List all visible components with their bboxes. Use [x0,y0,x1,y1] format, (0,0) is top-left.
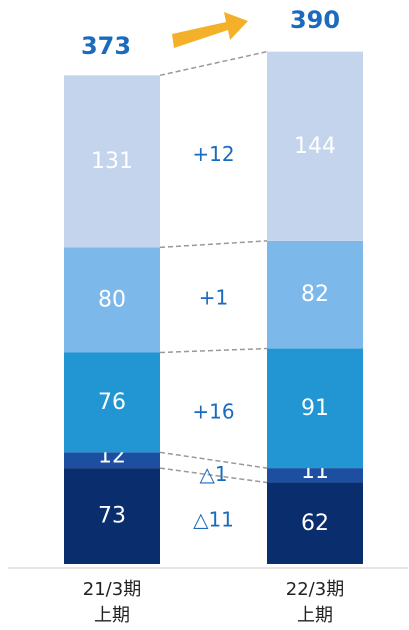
delta-label: +16 [192,399,234,423]
category-label: 21/3期 [83,579,141,600]
delta-label: △11 [193,508,234,532]
segment-value-label: 62 [301,511,329,536]
bar-segment-0-0 [64,468,160,564]
total-label: 373 [81,32,131,60]
bar-segment-1-2 [267,348,363,469]
segment-value-label: 131 [91,149,133,174]
bar-segment-1-4 [267,51,363,241]
delta-label: △1 [199,462,227,486]
bar-segment-1-3 [267,240,363,349]
delta-label: +12 [192,142,234,166]
segment-value-label: 76 [98,390,126,415]
bar-segment-0-2 [64,352,160,453]
connector-line [159,451,268,469]
growth-arrow-icon [172,12,248,48]
segment-value-label: 144 [294,134,336,159]
connector-line [159,347,268,354]
delta-label: +1 [199,285,228,309]
connector-line [159,50,268,77]
connector-line [159,240,268,249]
connector-line [159,467,268,484]
bar-segment-1-1 [267,468,363,483]
bar-segment-0-3 [64,247,160,353]
bar-segment-0-4 [64,75,160,248]
category-label: 上期 [94,605,130,626]
bar-segment-1-0 [267,482,363,564]
category-label: 上期 [297,605,333,626]
total-label: 390 [290,6,340,34]
category-label: 22/3期 [286,579,344,600]
bar-segment-0-1 [64,452,160,469]
segment-value-label: 73 [98,504,126,529]
segment-value-label: 80 [98,287,126,312]
segment-value-label: 91 [301,396,329,421]
segment-value-label: 82 [301,282,329,307]
